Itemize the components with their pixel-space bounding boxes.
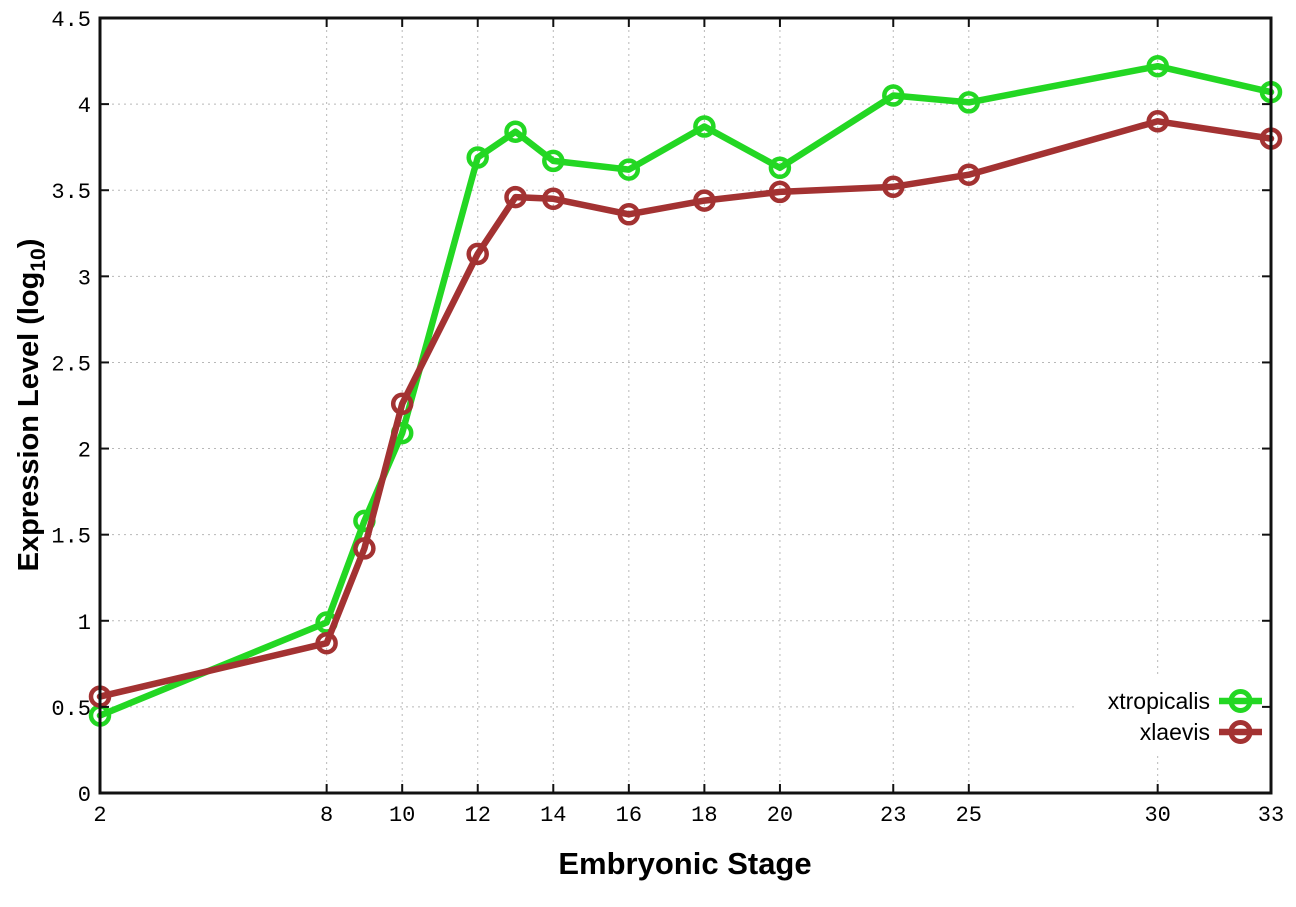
- x-tick-label: 18: [691, 803, 717, 828]
- data-point-xlaevis: [466, 242, 489, 266]
- data-point-xlaevis: [315, 631, 338, 655]
- data-point-xtropicalis: [1146, 54, 1169, 78]
- x-tick-label: 25: [956, 803, 982, 828]
- y-tick-label: 0: [78, 783, 91, 808]
- series-line-xtropicalis: [96, 62, 1275, 719]
- data-point-xtropicalis: [957, 91, 981, 114]
- x-tick-label: 23: [880, 803, 906, 828]
- data-point-xlaevis: [504, 185, 527, 209]
- y-tick-label: 0.5: [51, 697, 91, 722]
- y-axis-title: Expression Level (log10): [13, 239, 50, 572]
- y-tick-label: 1.5: [51, 525, 91, 550]
- legend-marker-xtropicalis: [1228, 689, 1253, 713]
- x-tick-label: 14: [540, 803, 566, 828]
- data-point-xtropicalis: [617, 158, 641, 181]
- data-point-xtropicalis: [466, 146, 489, 169]
- data-point-xlaevis: [617, 203, 641, 226]
- x-tick-label: 10: [389, 803, 415, 828]
- data-point-xlaevis: [768, 180, 792, 204]
- x-tick-label: 8: [320, 803, 333, 828]
- data-series: [88, 54, 1283, 727]
- x-tick-label: 33: [1258, 803, 1284, 828]
- y-tick-label: 3.5: [51, 180, 91, 205]
- x-tick-labels: 2 8 10 12 14 16 18 20 23 25 30 33: [93, 803, 1284, 828]
- x-tick-label: 30: [1144, 803, 1170, 828]
- data-point-xtropicalis: [882, 84, 905, 107]
- x-axis-title: Embryonic Stage: [558, 846, 811, 881]
- y-tick-labels: 0 0.5 1 1.5 2 2.5 3 3.5 4 4.5: [51, 8, 91, 808]
- y-tick-label: 1: [78, 611, 91, 636]
- data-point-xlaevis: [390, 392, 414, 416]
- data-point-xlaevis: [1146, 110, 1169, 133]
- data-point-xlaevis: [957, 163, 981, 186]
- plot-border: [98, 16, 1273, 795]
- data-point-xtropicalis: [542, 149, 565, 173]
- data-point-xlaevis: [693, 189, 716, 212]
- data-point-xlaevis: [542, 187, 565, 211]
- y-tick-label: 3: [78, 266, 91, 291]
- x-tick-label: 12: [465, 803, 491, 828]
- y-tick-label: 2: [78, 439, 91, 464]
- legend: xtropicalis xlaevis: [1108, 688, 1262, 745]
- data-point-xtropicalis: [693, 115, 716, 138]
- data-point-xtropicalis: [504, 120, 527, 143]
- x-tick-label: 2: [93, 803, 106, 828]
- data-point-xlaevis: [353, 537, 376, 560]
- y-tick-label: 4.5: [51, 8, 91, 33]
- x-tick-label: 20: [767, 803, 793, 828]
- y-tick-label: 4: [78, 94, 91, 119]
- series-line-xlaevis: [96, 118, 1275, 700]
- data-point-xlaevis: [882, 175, 905, 199]
- legend-label-xtropicalis: xtropicalis: [1108, 688, 1210, 714]
- y-tick-label: 2.5: [51, 352, 91, 377]
- axis-ticks: [99, 17, 1272, 794]
- data-point-xtropicalis: [768, 156, 792, 180]
- legend-label-xlaevis: xlaevis: [1140, 719, 1210, 745]
- x-tick-label: 16: [616, 803, 642, 828]
- legend-marker-xlaevis: [1228, 720, 1253, 744]
